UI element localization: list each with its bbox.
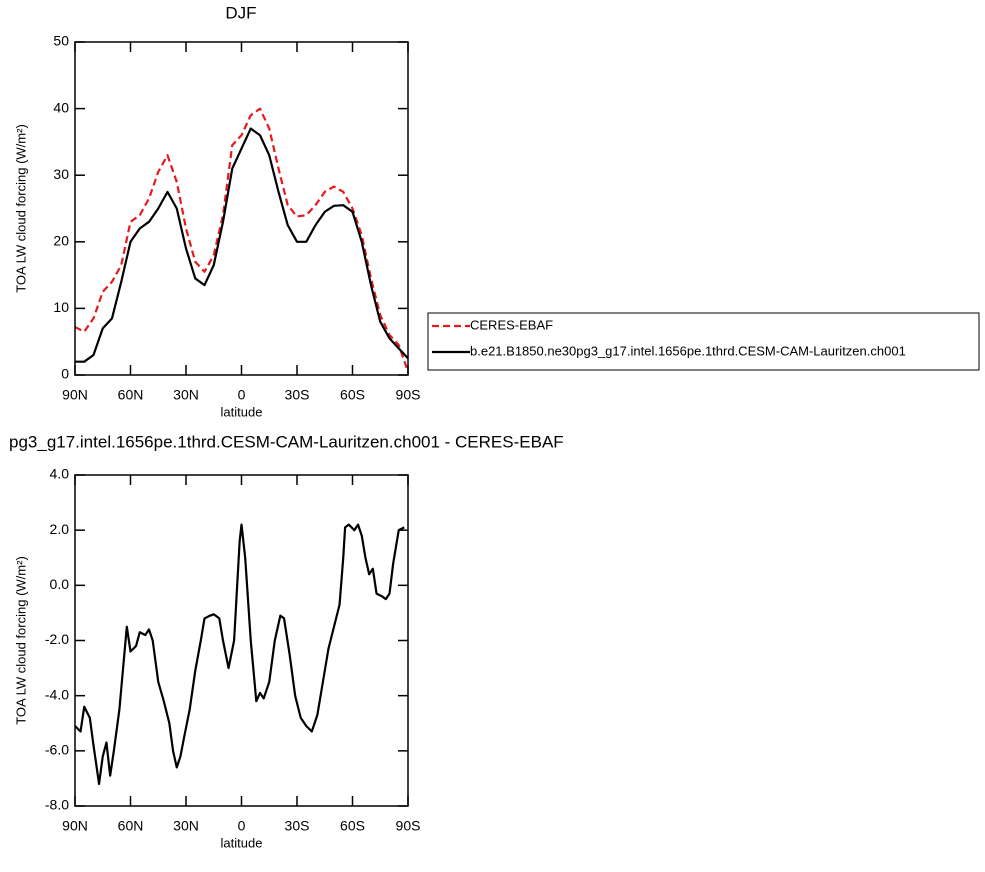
legend-label: b.e21.B1850.ne30pg3_g17.intel.1656pe.1th…: [470, 343, 906, 358]
y-tick-label: 0.0: [50, 576, 70, 592]
x-axis-label: latitude: [221, 835, 263, 850]
y-tick-label: -6.0: [45, 742, 69, 758]
data-line: [74, 523, 405, 786]
data-line: [74, 107, 410, 373]
y-tick-label: 30: [53, 166, 69, 182]
x-tick-label: 30N: [173, 818, 199, 834]
y-tick-label: 50: [53, 33, 69, 49]
x-tick-label: 0: [238, 387, 246, 403]
y-axis-label: TOA LW cloud forcing (W/m²): [13, 124, 28, 293]
y-tick-label: -2.0: [45, 631, 69, 647]
x-tick-label: 60N: [118, 818, 144, 834]
legend-box: [427, 312, 980, 371]
chart-title: DJF: [225, 3, 256, 22]
x-tick-label: 90N: [62, 387, 88, 403]
legend-label: CERES-EBAF: [470, 317, 553, 332]
x-axis-label: latitude: [221, 404, 263, 419]
x-tick-label: 60S: [340, 387, 365, 403]
y-tick-label: 20: [53, 233, 69, 249]
y-tick-label: -4.0: [45, 686, 69, 702]
y-axis-label: TOA LW cloud forcing (W/m²): [13, 556, 28, 725]
y-tick-label: 40: [53, 99, 69, 115]
y-tick-label: 4.0: [50, 466, 70, 482]
y-tick-label: 10: [53, 299, 69, 315]
x-tick-label: 90S: [396, 818, 421, 834]
y-tick-label: -8.0: [45, 797, 69, 813]
y-tick-label: 0: [61, 366, 69, 382]
x-tick-label: 60S: [340, 818, 365, 834]
data-line: [75, 127, 409, 363]
x-tick-label: 30S: [285, 818, 310, 834]
x-tick-label: 60N: [118, 387, 144, 403]
plot-frame: [74, 474, 409, 807]
x-tick-label: 30N: [173, 387, 199, 403]
plot-frame: [74, 41, 409, 376]
x-tick-label: 0: [238, 818, 246, 834]
x-tick-label: 90S: [396, 387, 421, 403]
y-tick-label: 2.0: [50, 521, 70, 537]
chart-title: pg3_g17.intel.1656pe.1thrd.CESM-CAM-Laur…: [9, 432, 564, 451]
x-tick-label: 90N: [62, 818, 88, 834]
x-tick-label: 30S: [285, 387, 310, 403]
